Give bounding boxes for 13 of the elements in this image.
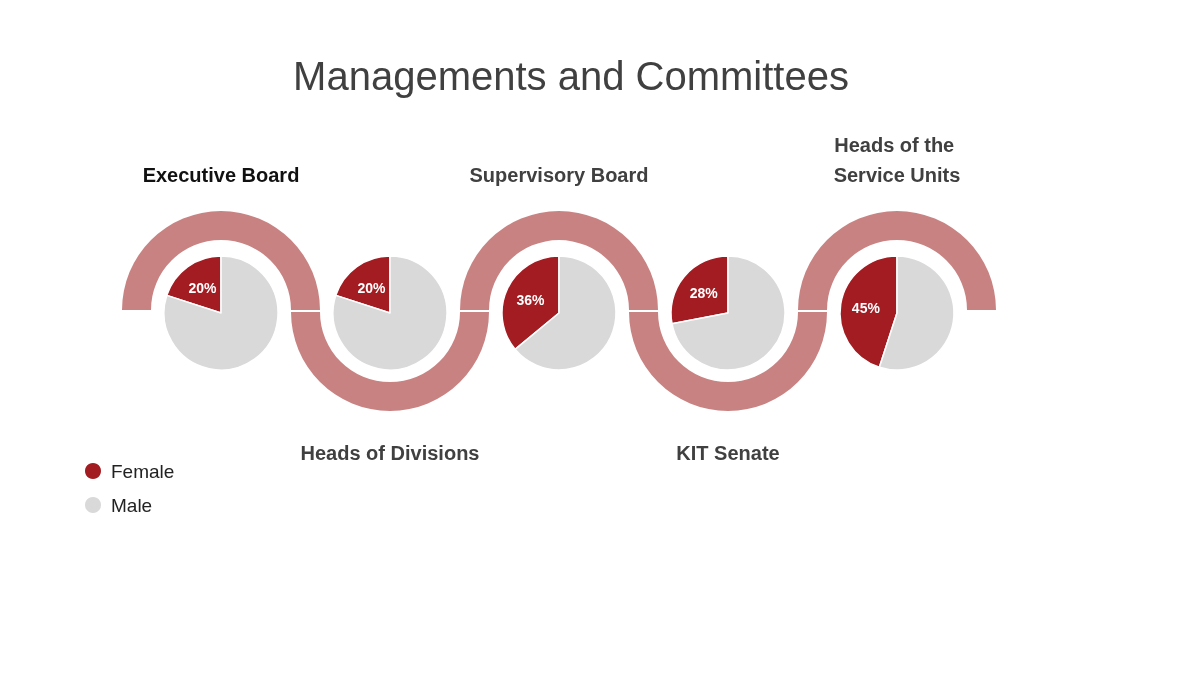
slice-label: KIT Senate xyxy=(676,442,780,464)
legend-label: Male xyxy=(111,494,153,516)
data-label: 36% xyxy=(516,291,546,308)
slice-label: Executive Board xyxy=(142,164,300,186)
chart-title: Managements and Committees xyxy=(293,54,849,98)
slice-label: Heads of the Service Units xyxy=(833,134,961,186)
data-label: 20% xyxy=(357,279,387,296)
slice-label: Supervisory Board xyxy=(469,164,649,186)
slice-label: Heads of Divisions xyxy=(300,442,480,464)
data-label: 45% xyxy=(851,300,881,317)
data-label: 28% xyxy=(689,284,719,301)
legend-label: Female xyxy=(111,460,175,482)
data-label: 20% xyxy=(188,279,218,296)
